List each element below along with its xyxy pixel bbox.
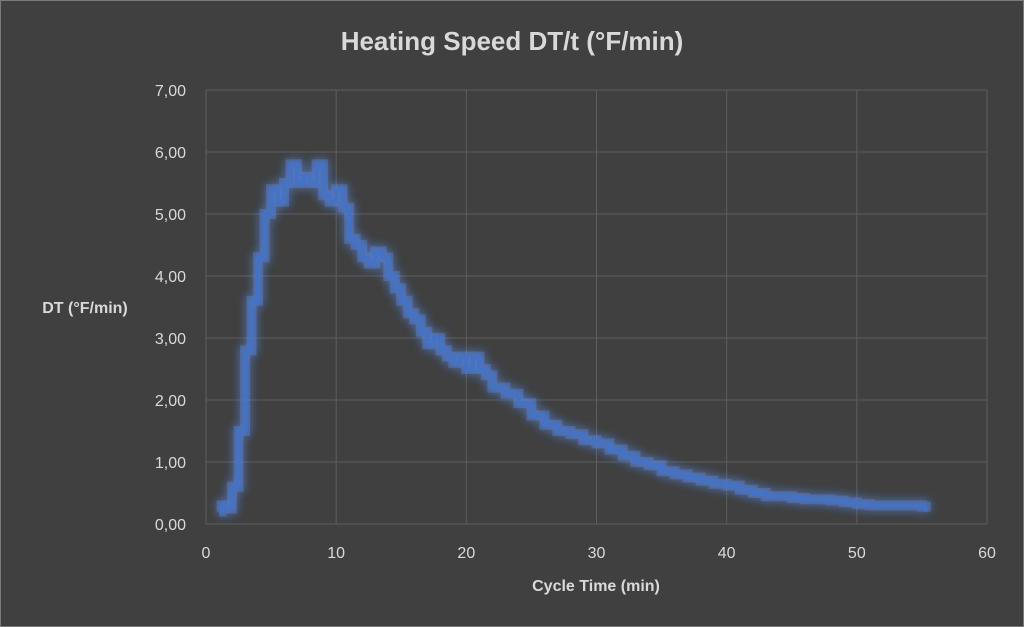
y-tick-label: 5,00 bbox=[155, 207, 186, 224]
y-tick-label: 3,00 bbox=[155, 331, 186, 348]
y-tick-label: 6,00 bbox=[155, 145, 186, 162]
x-axis-title: Cycle Time (min) bbox=[532, 578, 660, 595]
series-line bbox=[219, 162, 928, 514]
x-axis-ticks: 0 10 20 30 40 50 60 bbox=[202, 545, 996, 562]
gridlines bbox=[205, 89, 988, 525]
x-tick-label: 60 bbox=[978, 545, 996, 562]
y-tick-label: 0,00 bbox=[155, 517, 186, 534]
x-tick-label: 30 bbox=[588, 545, 606, 562]
y-tick-label: 7,00 bbox=[155, 83, 186, 100]
y-axis-ticks: 0,00 1,00 2,00 3,00 4,00 5,00 6,00 7,00 bbox=[155, 83, 186, 534]
x-tick-label: 20 bbox=[457, 545, 475, 562]
x-tick-label: 10 bbox=[327, 545, 345, 562]
y-tick-label: 2,00 bbox=[155, 393, 186, 410]
x-tick-label: 0 bbox=[202, 545, 211, 562]
x-tick-label: 40 bbox=[718, 545, 736, 562]
y-tick-label: 1,00 bbox=[155, 455, 186, 472]
series-layer bbox=[216, 159, 931, 517]
y-axis-title: DT (°F/min) bbox=[42, 300, 128, 317]
chart-title: Heating Speed DT/t (°F/min) bbox=[341, 26, 684, 56]
y-tick-label: 4,00 bbox=[155, 269, 186, 286]
x-tick-label: 50 bbox=[848, 545, 866, 562]
